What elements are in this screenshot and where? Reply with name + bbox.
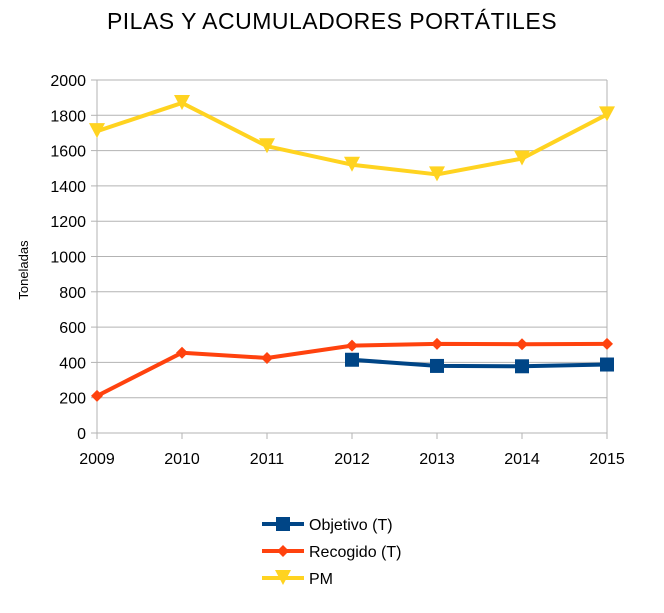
y-tick-label: 400: [59, 355, 86, 372]
data-point: [345, 352, 359, 367]
data-point: [515, 359, 529, 374]
chart-title: PILAS Y ACUMULADORES PORTÁTILES: [106, 8, 558, 34]
legend: Objetivo (T) Recogido (T) PM: [262, 517, 401, 588]
series-group: [89, 94, 615, 402]
x-tick-label: 2011: [250, 451, 285, 468]
data-point: [601, 337, 613, 350]
data-point: [430, 358, 444, 373]
data-point: [344, 156, 360, 172]
legend-label: Recogido (T): [309, 544, 401, 561]
legend-label: Objetivo (T): [309, 517, 393, 534]
data-point: [259, 138, 275, 154]
data-point: [599, 106, 615, 122]
x-tick-label: 2009: [79, 451, 115, 468]
data-point: [91, 389, 103, 402]
data-point: [89, 123, 105, 139]
y-tick-label: 200: [59, 391, 86, 408]
y-tick-label: 1600: [50, 144, 86, 161]
data-point: [261, 351, 273, 364]
y-tick-label: 1000: [50, 250, 86, 267]
data-point: [174, 94, 190, 110]
y-tick-label: 800: [59, 285, 86, 302]
series-pm: [89, 94, 615, 182]
legend-item: Recogido (T): [262, 544, 401, 561]
x-tick-label: 2010: [164, 451, 200, 468]
y-tick-label: 1200: [50, 214, 86, 231]
series-line: [96, 341, 608, 398]
series-objetivo-t: [345, 352, 614, 374]
data-point: [516, 338, 528, 351]
legend-label: PM: [309, 571, 333, 588]
data-point: [176, 346, 188, 359]
legend-item: PM: [262, 570, 333, 588]
legend-item: Objetivo (T): [262, 517, 393, 534]
legend-marker: [275, 570, 291, 585]
data-point: [600, 357, 614, 372]
x-tick-labels: 2009 2010 2011 2012 2013 2014 2015: [79, 451, 625, 468]
legend-marker: [276, 517, 290, 531]
series-recogido-t: [91, 337, 613, 402]
data-point: [431, 337, 443, 350]
gridlines: [97, 79, 607, 434]
series-line: [351, 357, 608, 369]
x-tick-label: 2013: [419, 451, 455, 468]
y-tick-label: 600: [59, 320, 86, 337]
data-point: [346, 339, 358, 352]
x-tick-label: 2014: [504, 451, 540, 468]
x-tick-label: 2015: [589, 451, 625, 468]
y-tick-label: 1800: [50, 108, 86, 125]
y-tick-label: 1400: [50, 179, 86, 196]
y-axis-label: Toneladas: [16, 240, 31, 300]
y-tick-labels: 0 200 400 600 800 1000 1200 1400 1600 1800 2000: [50, 73, 86, 443]
y-tick-label: 2000: [50, 73, 86, 90]
axes: [91, 79, 608, 439]
y-tick-label: 0: [77, 426, 86, 443]
legend-marker: [277, 545, 289, 557]
data-point: [514, 150, 530, 166]
data-point: [429, 166, 445, 182]
x-tick-label: 2012: [334, 451, 370, 468]
